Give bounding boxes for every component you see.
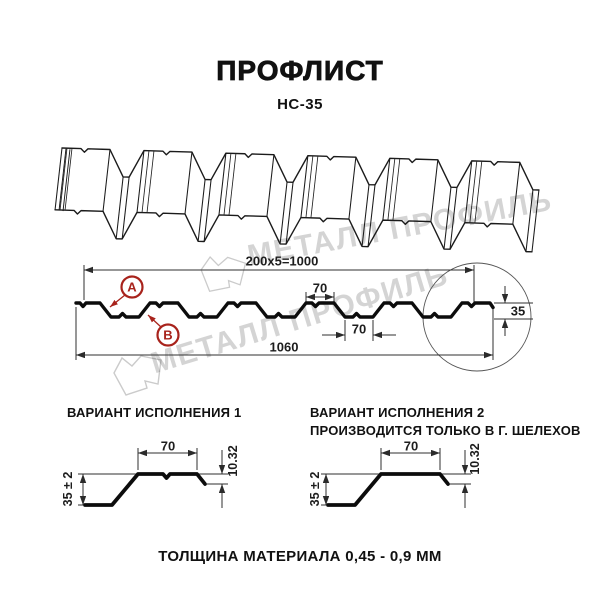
corrugated-sheet-3d-drawing [54, 147, 540, 253]
variant2-drawing [321, 448, 471, 508]
variant1-dim-lip: 10.32 [226, 445, 240, 477]
variant2-dim-lip: 10.32 [468, 443, 482, 475]
variant1-dim-height: 35 ± 2 [61, 471, 75, 507]
dim-label-rib-top: 70 [312, 280, 328, 296]
profile-model-label: НС-35 [277, 96, 323, 113]
dim-label-module-width: 200x5=1000 [245, 253, 319, 269]
variant1-heading: ВАРИАНТ ИСПОЛНЕНИЯ 1 [67, 405, 242, 420]
dim-label-height: 35 [510, 303, 526, 319]
dim-label-rib-bottom: 70 [349, 321, 369, 337]
dim-label-overall-width: 1060 [269, 339, 299, 355]
variant2-heading-line2: ПРОИЗВОДИТСЯ ТОЛЬКО В Г. ШЕЛЕХОВ [310, 423, 581, 438]
variant1-drawing [78, 448, 228, 508]
thickness-note: ТОЛЩИНА МАТЕРИАЛА 0,45 - 0,9 ММ [158, 548, 442, 565]
cross-section-drawing [74, 262, 533, 372]
callout-b-label: В [163, 327, 173, 343]
variant2-heading: ВАРИАНТ ИСПОЛНЕНИЯ 2 ПРОИЗВОДИТСЯ ТОЛЬКО… [310, 404, 581, 440]
variant2-dim-height: 35 ± 2 [308, 471, 322, 507]
variant1-dim-top: 70 [160, 438, 176, 454]
variant2-heading-line1: ВАРИАНТ ИСПОЛНЕНИЯ 2 [310, 405, 485, 420]
header: ПРОФЛИСТ НС-35 [0, 55, 600, 113]
variant2-dim-top: 70 [403, 438, 419, 454]
page-title: ПРОФЛИСТ [216, 55, 384, 87]
callout-a-label: А [127, 279, 137, 295]
